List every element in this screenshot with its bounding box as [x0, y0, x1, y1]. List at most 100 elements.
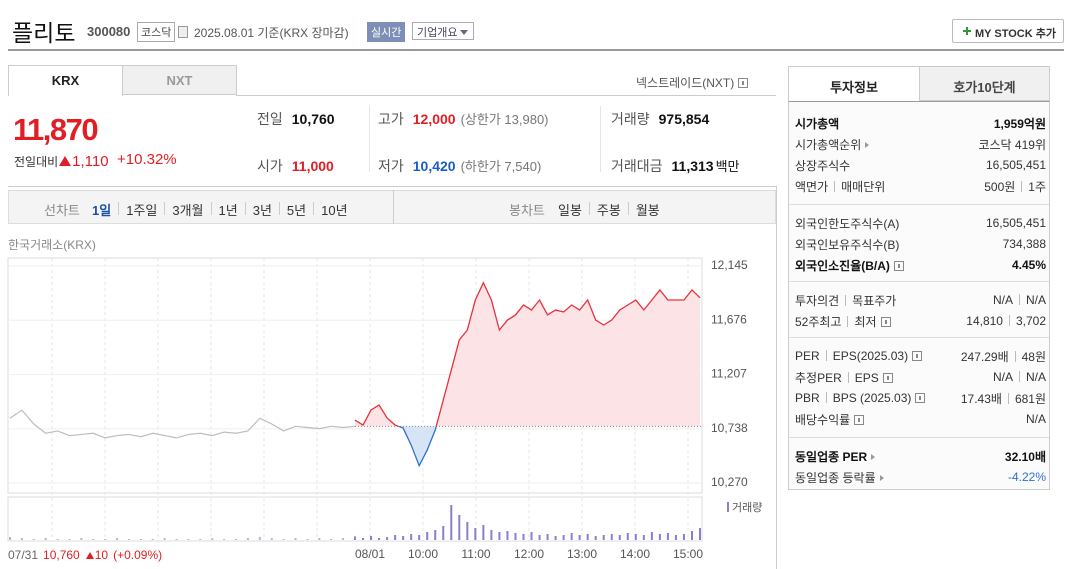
tab-orderbook[interactable]: 호가10단계 — [919, 66, 1050, 101]
label-text: 매매단위 — [841, 179, 886, 194]
invest-row: 52주최고 최저 14,810 3,702 — [795, 311, 1046, 331]
value-text: N/A — [1025, 293, 1046, 307]
help-icon[interactable] — [882, 372, 893, 383]
realtime-badge[interactable]: 실시간 — [367, 22, 406, 42]
overview-button[interactable]: 기업개요 — [412, 22, 475, 40]
volume-bar — [282, 539, 285, 540]
volume-bar — [187, 539, 190, 540]
mystock-button[interactable]: MY STOCK 추가 — [952, 19, 1064, 43]
volume-bar — [498, 532, 501, 540]
volume-bar — [426, 532, 429, 540]
label-text: 액면가 — [795, 179, 829, 194]
volume-bar — [56, 539, 59, 540]
volume-bar — [402, 536, 405, 540]
volume-bar — [410, 534, 413, 540]
volume-bar — [139, 539, 142, 540]
row-value: N/A N/A — [993, 370, 1046, 384]
volume-bar — [235, 539, 238, 540]
row-label: 배당수익률 — [795, 411, 865, 428]
y-tick-label: 10,738 — [711, 421, 748, 435]
period-item[interactable]: 3년 — [252, 203, 272, 218]
sep — [1018, 294, 1020, 305]
arrow-icon — [865, 141, 870, 148]
period-item[interactable]: 3개월 — [172, 203, 204, 218]
value-text: 681원 — [1014, 391, 1046, 406]
arrow-icon — [879, 474, 884, 481]
label-text: 외국인보유주식수(B) — [795, 237, 900, 252]
volume-bar — [92, 539, 95, 540]
period-bar — [8, 190, 776, 224]
stat-limit: (하한가 7,540) — [460, 159, 542, 174]
volume-bar — [246, 538, 249, 540]
help-icon[interactable] — [893, 260, 904, 271]
stat-value: 10,420 — [412, 158, 456, 174]
period-item[interactable]: 1년 — [218, 203, 238, 218]
help-icon[interactable] — [915, 393, 926, 403]
row-value: N/A N/A — [993, 293, 1046, 307]
invest-row: 상장주식수 16,505,451 — [795, 155, 1046, 175]
volume-bar — [175, 539, 178, 540]
period-sep — [278, 202, 280, 215]
doc-icon — [178, 26, 188, 38]
period-item[interactable]: 일봉 — [558, 203, 582, 218]
tab-invest[interactable]: 투자정보 — [788, 66, 920, 102]
row-value: 32.10배 — [1005, 448, 1046, 465]
value-text: 500원 — [984, 179, 1016, 194]
volume-bar — [506, 531, 509, 540]
help-icon[interactable] — [880, 316, 891, 327]
volume-bar — [394, 535, 397, 540]
tab-krx[interactable]: KRX — [8, 65, 123, 96]
row-label: 동일업종 PER — [795, 448, 876, 465]
sep — [1007, 392, 1009, 404]
x-tick-label: 15:00 — [673, 547, 703, 561]
line-up — [354, 281, 701, 427]
period-item[interactable]: 5년 — [286, 203, 307, 218]
invest-row: PER EPS(2025.03) 247.29배 48원 — [795, 346, 1046, 366]
period-item[interactable]: 1주일 — [126, 203, 158, 218]
volume-bar — [618, 535, 621, 540]
invest-row: PBR BPS (2025.03) 17.43배 681원 — [795, 388, 1046, 408]
tab-nxt[interactable]: NXT — [122, 65, 237, 95]
value-text: 17.43배 — [960, 391, 1002, 406]
volume-bar — [418, 535, 421, 540]
y-tick-label: 11,207 — [711, 367, 747, 381]
volume-bar — [258, 537, 261, 540]
row-value: 500원 1주 — [984, 178, 1046, 195]
panel-border — [776, 186, 777, 569]
stat: 저가 10,420 (하한가 7,540) — [378, 156, 541, 176]
help-icon[interactable] — [912, 351, 923, 361]
row-label: 시가총액순위 — [795, 136, 870, 153]
stat-divider — [369, 106, 370, 172]
volume-bar — [386, 537, 389, 540]
invest-row: 액면가 매매단위 500원 1주 — [795, 176, 1046, 196]
prev-change-pct: (+0.09%) — [113, 548, 163, 562]
plot-frame — [7, 257, 703, 494]
period-item[interactable]: 월봉 — [635, 203, 660, 218]
label-text: EPS(2025.03) — [832, 349, 909, 363]
period-item[interactable]: 1일 — [92, 203, 112, 218]
period-item[interactable]: 주봉 — [596, 203, 621, 218]
label-text: 배당수익률 — [795, 412, 851, 427]
volume-bar — [223, 539, 226, 540]
value-text: 247.29배 — [960, 349, 1009, 364]
row-value: N/A — [1026, 412, 1046, 426]
volume-bar — [458, 515, 461, 540]
volume-bar — [306, 539, 309, 540]
period-sep — [588, 202, 590, 215]
x-tick-label: 12:00 — [514, 547, 544, 561]
overview-label: 기업개요 — [417, 27, 458, 39]
value-text: N/A — [992, 370, 1013, 384]
volume-bar — [370, 536, 373, 540]
nxt-link[interactable]: 넥스트레이드(NXT) — [636, 74, 749, 91]
volume-bar — [666, 533, 669, 540]
market-badge: 코스닥 — [137, 22, 176, 42]
x-tick-label: 08/01 — [355, 547, 385, 561]
volume-bar — [450, 505, 453, 540]
row-label: 추정PER EPS — [795, 369, 893, 386]
help-icon[interactable] — [854, 414, 865, 425]
stat: 거래대금 11,313 백만 — [611, 156, 740, 176]
period-item[interactable]: 10년 — [321, 203, 348, 218]
row-value: 734,388 — [1003, 237, 1046, 251]
